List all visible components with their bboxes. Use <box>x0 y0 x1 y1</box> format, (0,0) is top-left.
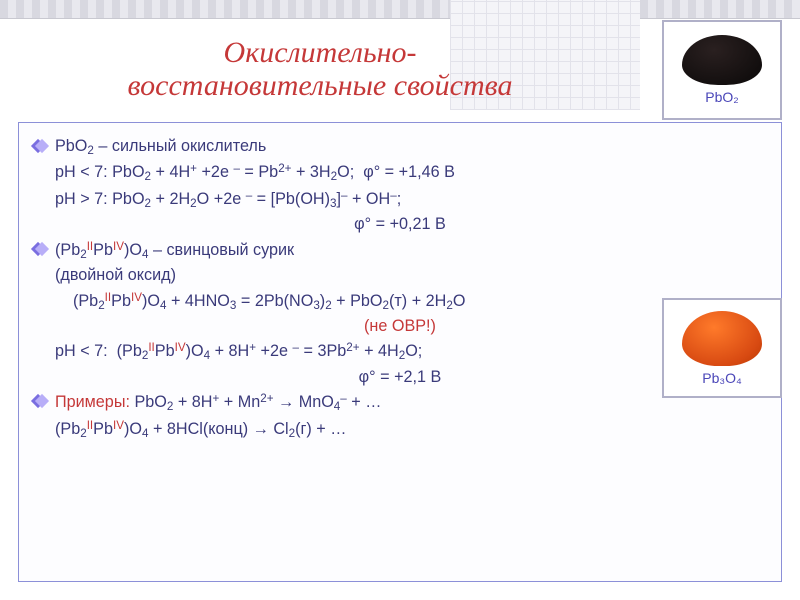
diamond-bullet-icon <box>33 394 47 408</box>
diamond-bullet-icon <box>33 139 47 153</box>
text-l9: pH < 7: (Pb2IIPbIV)O4 + 8H+ +2e – = 3Pb2… <box>55 340 422 364</box>
text-l12: (Pb2IIPbIV)O4 + 8HCl(конц) → Cl2(г) + … <box>55 418 346 442</box>
text-l4: φ° = +0,21 В <box>354 214 446 235</box>
text-l5: (Pb2IIPbIV)O4 – свинцовый сурик <box>55 239 294 263</box>
diamond-bullet-icon <box>33 242 47 256</box>
bullet-line-11: Примеры: PbO2 + 8H+ + Mn2+ → MnO4– + … <box>33 391 767 415</box>
text-line-6: (двойной оксид) <box>33 265 767 286</box>
pbo2-powder-icon <box>682 35 762 85</box>
bullet-line-5: (Pb2IIPbIV)O4 – свинцовый сурик <box>33 239 767 263</box>
text-l11: Примеры: PbO2 + 8H+ + Mn2+ → MnO4– + … <box>55 391 381 415</box>
text-line-10: φ° = +2,1 В <box>33 367 767 388</box>
bullet-line-1: PbO2 – сильный окислитель <box>33 136 767 158</box>
title-line-1: Окислительно- <box>224 36 417 69</box>
text-line-8: (не ОВР!) <box>33 316 767 337</box>
text-line-7: (Pb2IIPbIV)O4 + 4HNO3 = 2Pb(NO3)2 + PbO2… <box>33 290 767 314</box>
top-decor-border <box>0 0 800 19</box>
sample-pb3o4-box: Pb₃O₄ <box>662 298 782 398</box>
text-l1: PbO2 – сильный окислитель <box>55 136 266 158</box>
text-line-9: pH < 7: (Pb2IIPbIV)O4 + 8H+ +2e – = 3Pb2… <box>33 340 767 364</box>
text-line-12: (Pb2IIPbIV)O4 + 8HCl(конц) → Cl2(г) + … <box>33 418 767 442</box>
title-line-2: восстановительные свойства <box>128 69 513 102</box>
text-l8: (не ОВР!) <box>364 316 436 337</box>
text-l7: (Pb2IIPbIV)O4 + 4HNO3 = 2Pb(NO3)2 + PbO2… <box>55 290 465 314</box>
pb3o4-powder-icon <box>682 311 762 366</box>
text-l2: pH < 7: PbO2 + 4H+ +2e – = Pb2+ + 3H2O; … <box>55 161 455 185</box>
text-line-3: pH > 7: PbO2 + 2H2O +2e – = [Pb(OH)3]– +… <box>33 188 767 212</box>
sample-pbo2-box: PbO₂ <box>662 20 782 120</box>
text-line-4: φ° = +0,21 В <box>33 214 767 235</box>
slide-title: Окислительно- восстановительные свойства <box>0 36 640 102</box>
pbo2-label: PbO₂ <box>705 89 738 105</box>
text-line-2: pH < 7: PbO2 + 4H+ +2e – = Pb2+ + 3H2O; … <box>33 161 767 185</box>
pb3o4-label: Pb₃O₄ <box>702 370 741 386</box>
text-l10: φ° = +2,1 В <box>359 367 442 388</box>
text-l3: pH > 7: PbO2 + 2H2O +2e – = [Pb(OH)3]– +… <box>55 188 401 212</box>
slide-page: Окислительно- восстановительные свойства… <box>0 0 800 600</box>
text-l6: (двойной оксид) <box>55 265 176 286</box>
